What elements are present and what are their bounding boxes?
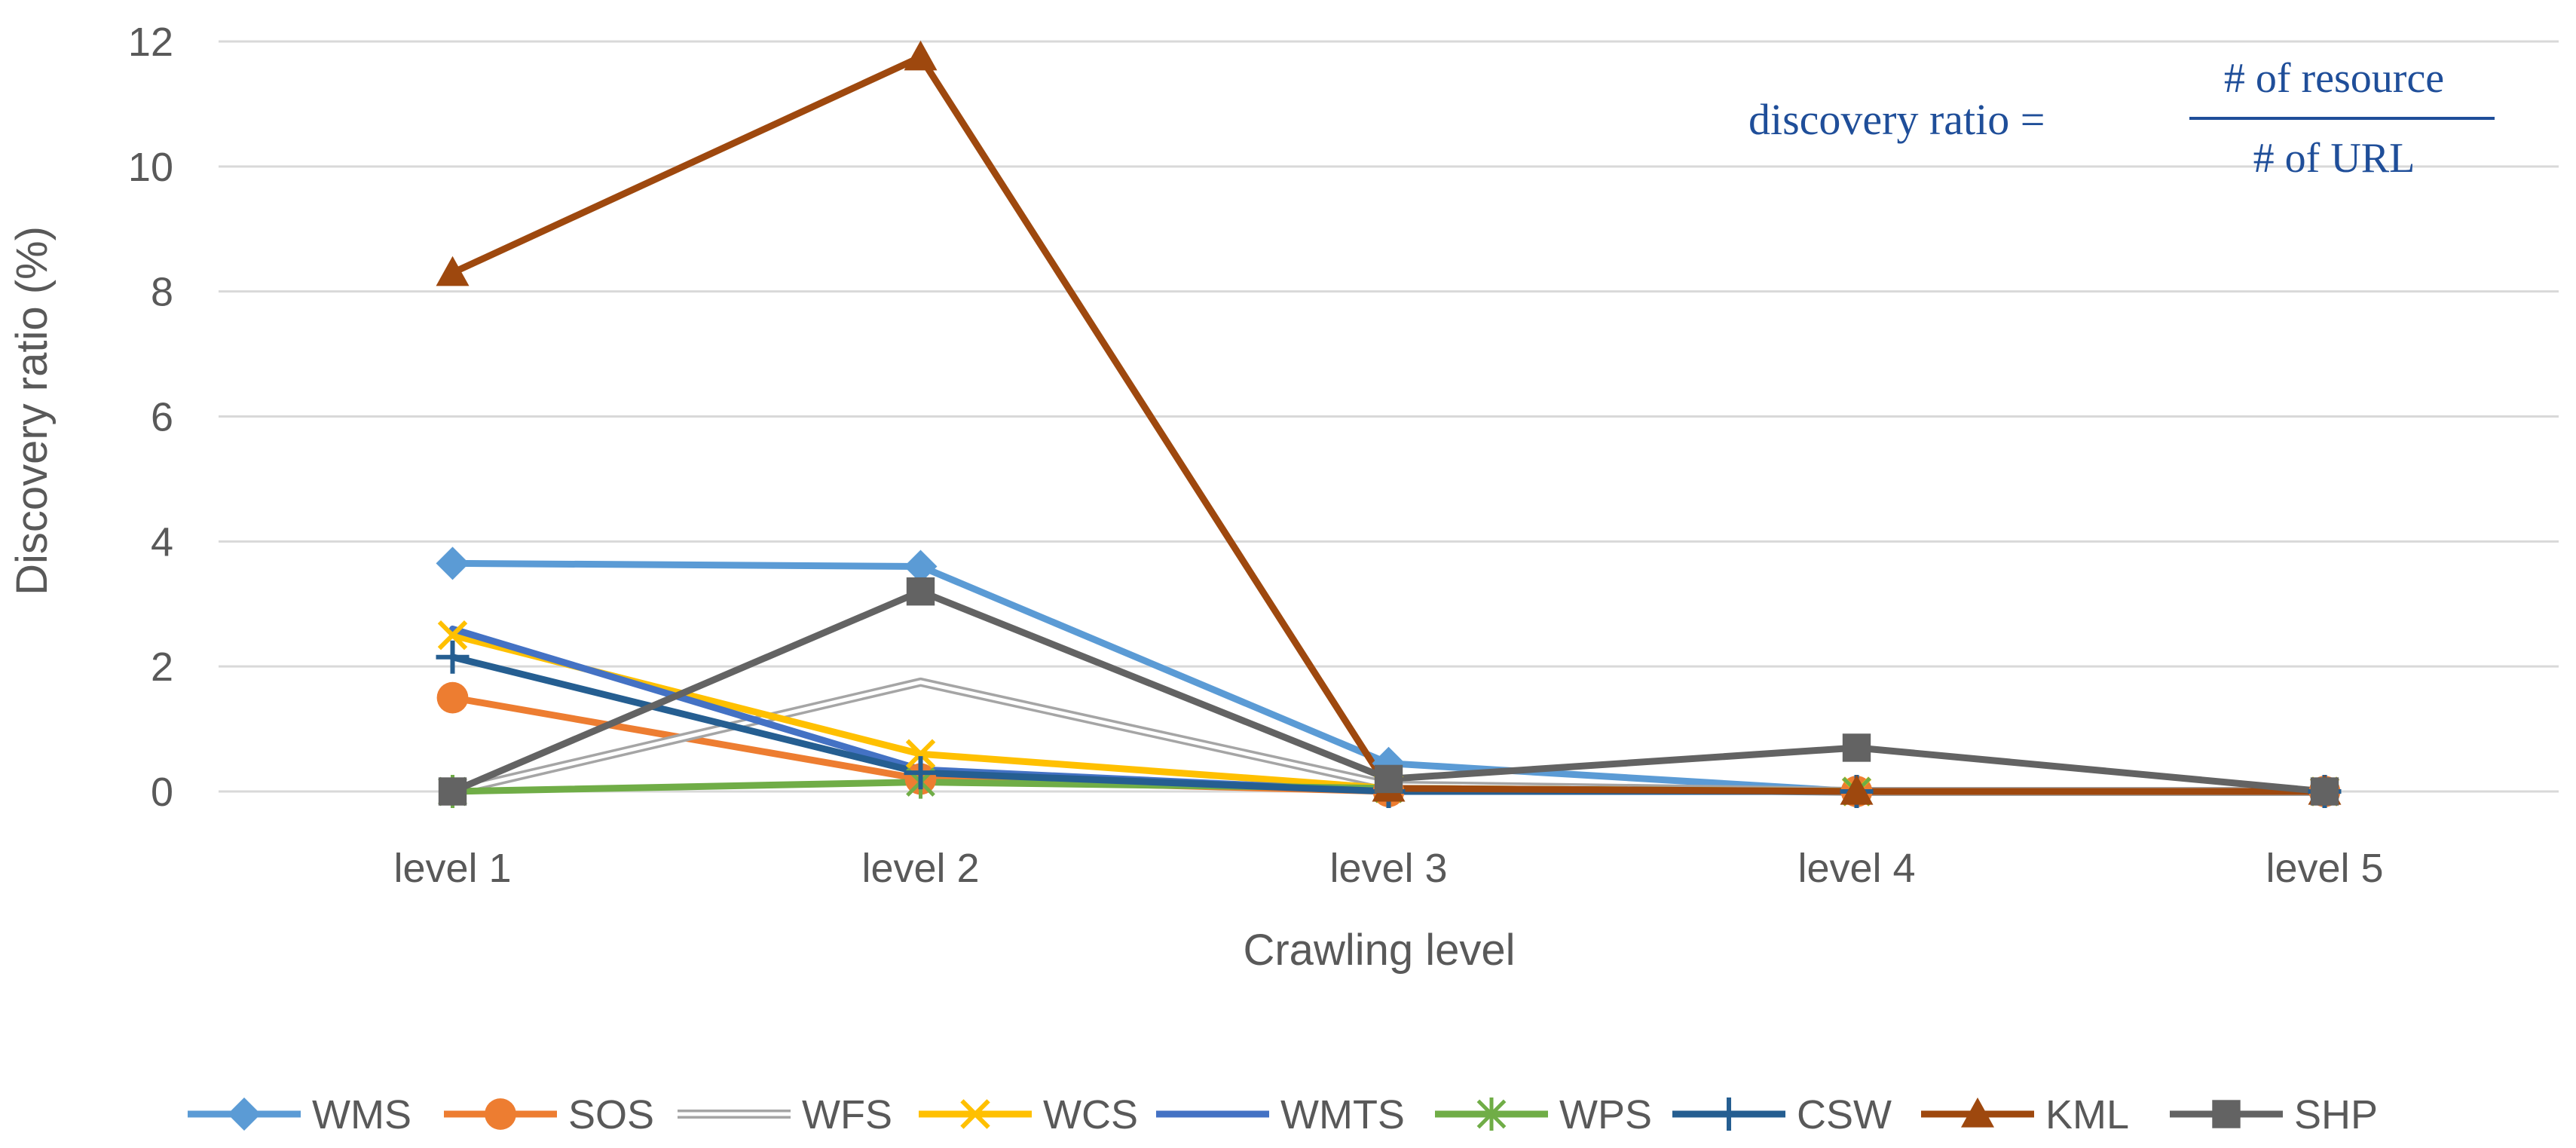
data-point-csw <box>436 640 470 674</box>
legend-label-shp: SHP <box>2294 1092 2378 1137</box>
formula-numerator: # of resource <box>2224 55 2444 102</box>
x-tick-label: level 2 <box>861 846 979 891</box>
data-point-shp <box>906 577 935 606</box>
data-point-wms <box>436 546 470 580</box>
data-point-wcs <box>437 620 468 651</box>
legend-item-csw: CSW <box>1672 1092 1892 1137</box>
y-tick-label: 2 <box>151 644 173 690</box>
legend-label-wms: WMS <box>312 1092 411 1137</box>
legend-label-csw: CSW <box>1797 1092 1892 1137</box>
legend-marker-sos <box>485 1098 516 1130</box>
y-axis-ticks: 0 2 4 6 8 10 12 <box>128 20 173 815</box>
legend-item-kml: KML <box>1921 1092 2129 1137</box>
x-axis-title: Crawling level <box>1243 926 1515 975</box>
formula-lhs: discovery ratio = <box>1748 95 2045 144</box>
legend-label-sos: SOS <box>568 1092 654 1137</box>
legend-label-wmts: WMTS <box>1280 1092 1405 1137</box>
legend-item-wps: WPS <box>1435 1092 1652 1137</box>
data-point-shp <box>1374 764 1403 794</box>
x-tick-label: level 4 <box>1797 846 1915 891</box>
x-tick-label: level 3 <box>1329 846 1447 891</box>
legend-label-wcs: WCS <box>1043 1092 1138 1137</box>
formula-denominator: # of URL <box>2253 135 2415 182</box>
formula-annotation: discovery ratio = # of resource # of URL <box>1748 55 2495 182</box>
data-point-kml <box>904 40 938 71</box>
x-axis-ticks: level 1 level 2 level 3 level 4 level 5 <box>393 846 2383 891</box>
y-tick-label: 10 <box>128 145 173 190</box>
data-point-csw <box>904 756 938 790</box>
legend-marker-wms <box>228 1097 261 1131</box>
data-point-shp <box>2310 777 2339 806</box>
legend-item-wcs: WCS <box>919 1092 1138 1137</box>
y-tick-label: 12 <box>128 20 173 65</box>
y-tick-label: 6 <box>151 395 173 440</box>
data-point-shp <box>438 777 467 806</box>
legend-marker-csw <box>1712 1097 1745 1131</box>
data-point-wms <box>904 550 938 583</box>
data-point-sos <box>436 681 469 714</box>
y-axis-title: Discovery ratio (%) <box>8 226 57 595</box>
data-point-shp <box>1842 733 1871 762</box>
legend-item-sos: SOS <box>444 1092 654 1137</box>
gridlines <box>219 40 2559 793</box>
data-point-kml <box>436 256 470 286</box>
legend: WMS SOS WFS WCS WMTS WPS CSW KML SHP <box>188 1092 2378 1137</box>
legend-marker-wps <box>1476 1097 1507 1131</box>
x-tick-label: level 1 <box>393 846 511 891</box>
legend-marker-kml <box>1961 1097 1994 1128</box>
series-markers <box>436 40 2342 808</box>
legend-marker-wcs <box>960 1099 990 1129</box>
legend-label-wps: WPS <box>1559 1092 1652 1137</box>
legend-label-kml: KML <box>2045 1092 2129 1137</box>
data-point-wcs <box>905 739 936 769</box>
y-tick-label: 8 <box>151 270 173 315</box>
data-point-kml <box>1840 775 1874 805</box>
y-tick-label: 0 <box>151 770 173 815</box>
y-tick-label: 4 <box>151 519 173 565</box>
legend-label-wfs: WFS <box>802 1092 892 1137</box>
legend-item-shp: SHP <box>2170 1092 2378 1137</box>
legend-item-wfs: WFS <box>678 1092 892 1137</box>
x-tick-label: level 5 <box>2265 846 2383 891</box>
legend-item-wmts: WMTS <box>1156 1092 1405 1137</box>
legend-marker-shp <box>2212 1100 2241 1128</box>
legend-item-wms: WMS <box>188 1092 411 1137</box>
